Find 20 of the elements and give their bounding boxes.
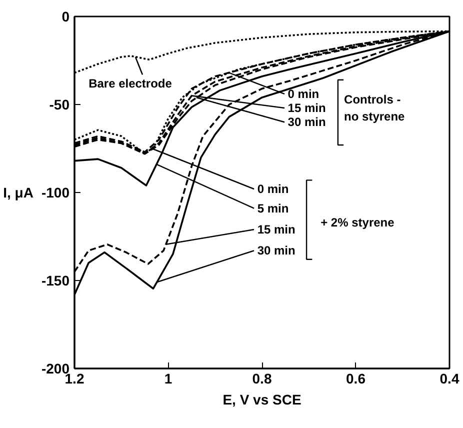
- x-tick-label: 0.6: [346, 370, 366, 386]
- annotation: 30 min: [288, 115, 326, 130]
- annotation: Bare electrode: [88, 76, 172, 90]
- y-tick-label: -100: [41, 184, 70, 200]
- annotation: Controls - no styrene: [344, 92, 406, 124]
- annotation: 15 min: [257, 222, 296, 236]
- x-tick-label: 0.4: [440, 370, 460, 386]
- x-tick-label: 1: [164, 370, 172, 386]
- annotation: 15 min: [288, 101, 326, 116]
- y-tick-label: -50: [49, 96, 70, 112]
- y-tick-label: -150: [41, 272, 70, 288]
- annotation: 30 min: [257, 244, 296, 258]
- annotation: + 2% styrene: [320, 215, 395, 230]
- x-axis-title: E, V vs SCE: [222, 392, 302, 408]
- annotation: 0 min: [257, 182, 289, 196]
- y-tick-label: 0: [62, 8, 70, 24]
- annotation: 0 min: [288, 86, 320, 101]
- y-axis-title: I, μA: [3, 184, 34, 200]
- x-tick-label: 0.8: [252, 370, 272, 386]
- annotation: 5 min: [257, 201, 289, 216]
